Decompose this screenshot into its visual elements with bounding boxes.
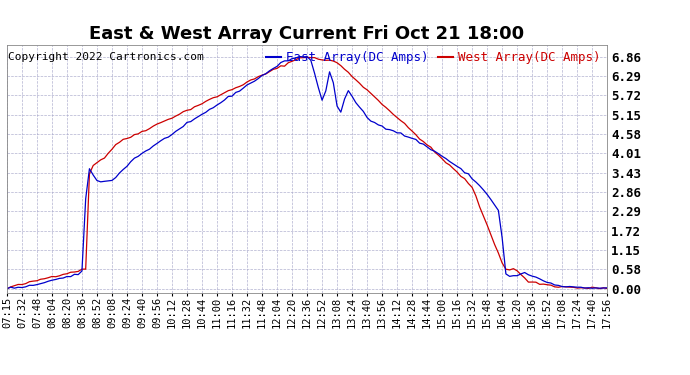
Title: East & West Array Current Fri Oct 21 18:00: East & West Array Current Fri Oct 21 18:… [90, 26, 524, 44]
Text: Copyright 2022 Cartronics.com: Copyright 2022 Cartronics.com [8, 53, 204, 62]
Legend: East Array(DC Amps), West Array(DC Amps): East Array(DC Amps), West Array(DC Amps) [266, 51, 601, 64]
